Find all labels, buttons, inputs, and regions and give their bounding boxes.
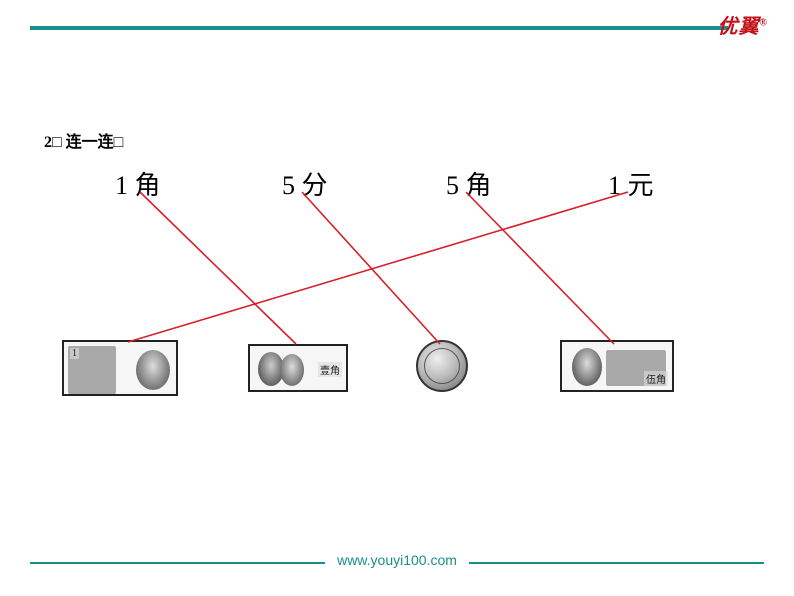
coin-inner-ring — [424, 348, 460, 384]
brand-logo-sup: ® — [760, 17, 768, 28]
match-line-1 — [140, 192, 296, 344]
question-title: 2□ 连一连□ — [44, 128, 123, 152]
footer: www.youyi100.com — [30, 552, 764, 574]
match-line-3 — [466, 192, 614, 344]
match-line-4 — [128, 192, 628, 342]
header-divider-accent — [30, 26, 66, 30]
denom-1jiao: 壹角 — [318, 362, 342, 377]
header-divider-main — [66, 26, 728, 30]
portrait-icon — [572, 348, 602, 386]
footer-divider-left — [30, 562, 325, 564]
brand-logo-text: 优翼 — [718, 16, 760, 38]
match-line-2 — [302, 192, 440, 344]
matching-lines — [0, 0, 794, 596]
footer-url: www.youyi100.com — [337, 552, 457, 568]
portrait-icon — [136, 350, 170, 390]
money-1jiao-note: 壹角 — [248, 344, 348, 392]
money-1yuan-note: 1 — [62, 340, 178, 396]
label-1jiao: 1 角 — [115, 165, 161, 202]
denom-1yuan: 1 — [70, 348, 79, 359]
money-5jiao-note: 伍角 — [560, 340, 674, 392]
footer-divider-right — [469, 562, 764, 564]
portrait-icon — [280, 354, 304, 386]
denom-5jiao: 伍角 — [644, 371, 668, 386]
label-5fen: 5 分 — [282, 165, 328, 202]
money-5fen-coin — [416, 340, 468, 392]
label-1yuan: 1 元 — [608, 165, 654, 202]
label-5jiao: 5 角 — [446, 165, 492, 202]
brand-logo: 优翼® — [718, 10, 768, 39]
